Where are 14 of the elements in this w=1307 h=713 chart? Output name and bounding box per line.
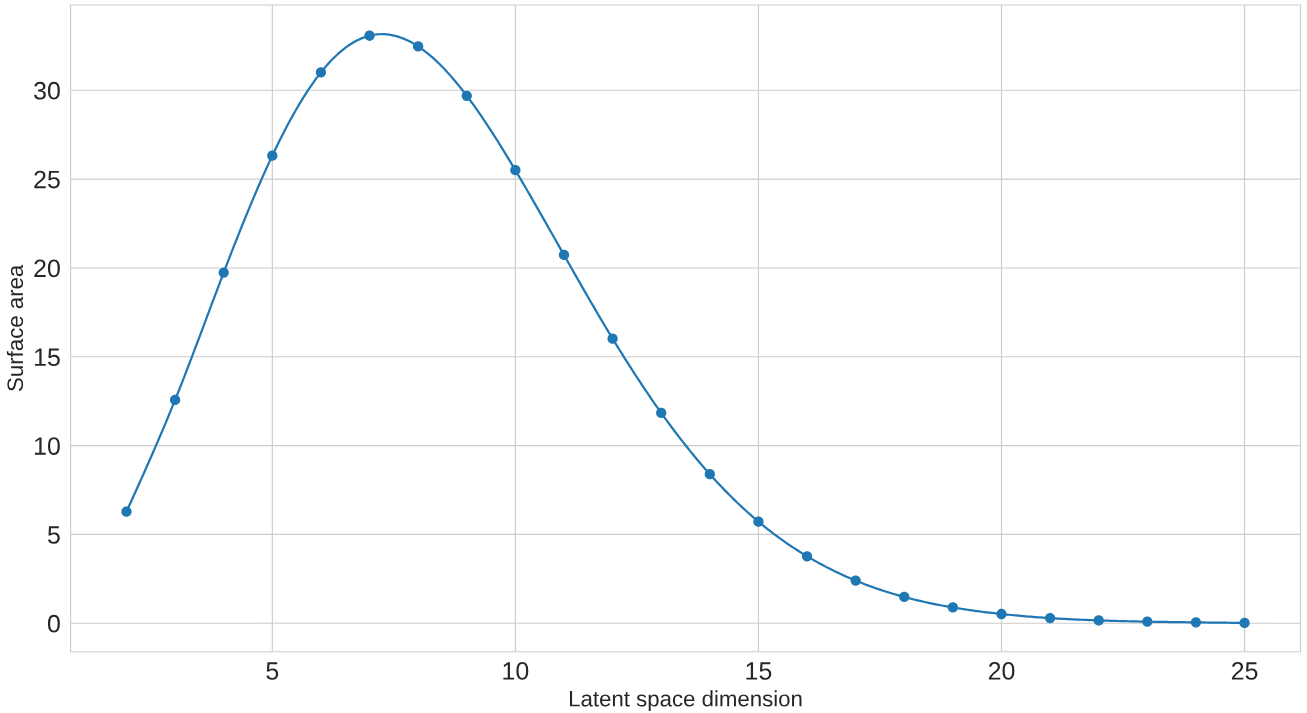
y-tick-label: 25 — [34, 170, 60, 189]
x-tick-label: 15 — [746, 662, 772, 680]
y-tick-label: 15 — [34, 348, 60, 367]
y-tick-label: 30 — [34, 81, 60, 100]
y-tick-label: 5 — [47, 526, 60, 544]
y-tick-label: 20 — [34, 259, 60, 278]
x-tick-label: 10 — [503, 662, 529, 680]
y-tick-label: 10 — [34, 437, 60, 455]
x-tick-label: 25 — [1231, 662, 1258, 680]
y-axis-title: Surface area — [6, 264, 24, 391]
x-axis-title: Latent space dimension — [569, 690, 802, 711]
x-tick-label: 20 — [988, 662, 1015, 680]
x-tick-label: 5 — [266, 662, 279, 680]
y-tick-label: 0 — [47, 614, 60, 633]
